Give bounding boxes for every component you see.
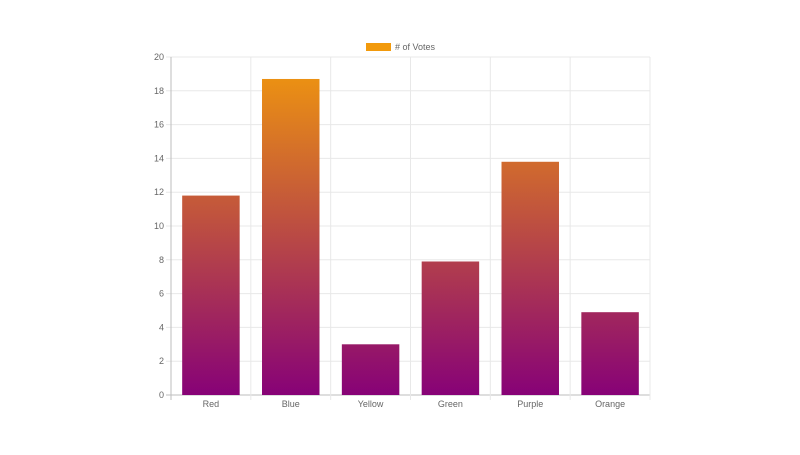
x-tick-label: Yellow [358,399,384,409]
x-tick-label: Purple [517,399,543,409]
y-tick-label: 6 [159,289,164,299]
bars [182,78,639,395]
y-tick-label: 14 [154,153,164,163]
bar-orange[interactable] [581,312,639,395]
bar-blue[interactable] [262,78,320,395]
grid-lines [166,56,651,400]
y-tick-label: 2 [159,356,164,366]
y-tick-label: 18 [154,86,164,96]
x-axis: Red Blue Yellow Green Purple Orange [203,399,625,409]
y-tick-label: 16 [154,120,164,130]
x-tick-label: Orange [595,399,625,409]
x-tick-label: Green [438,399,463,409]
bar-green[interactable] [421,261,480,395]
y-tick-label: 4 [159,322,164,332]
y-axis: 0 2 4 6 8 10 12 14 16 18 20 [154,52,164,400]
y-tick-label: 8 [159,255,164,265]
x-tick-label: Red [203,399,220,409]
y-tick-label: 12 [154,187,164,197]
bar-red[interactable] [182,195,240,395]
y-tick-label: 20 [154,52,164,62]
legend-label[interactable]: # of Votes [395,42,436,52]
legend-swatch[interactable] [366,43,391,51]
y-tick-label: 10 [154,221,164,231]
legend[interactable]: # of Votes [366,42,436,52]
x-tick-label: Blue [282,399,300,409]
bar-yellow[interactable] [341,344,400,395]
bar-purple[interactable] [501,161,559,395]
y-tick-label: 0 [159,390,164,400]
